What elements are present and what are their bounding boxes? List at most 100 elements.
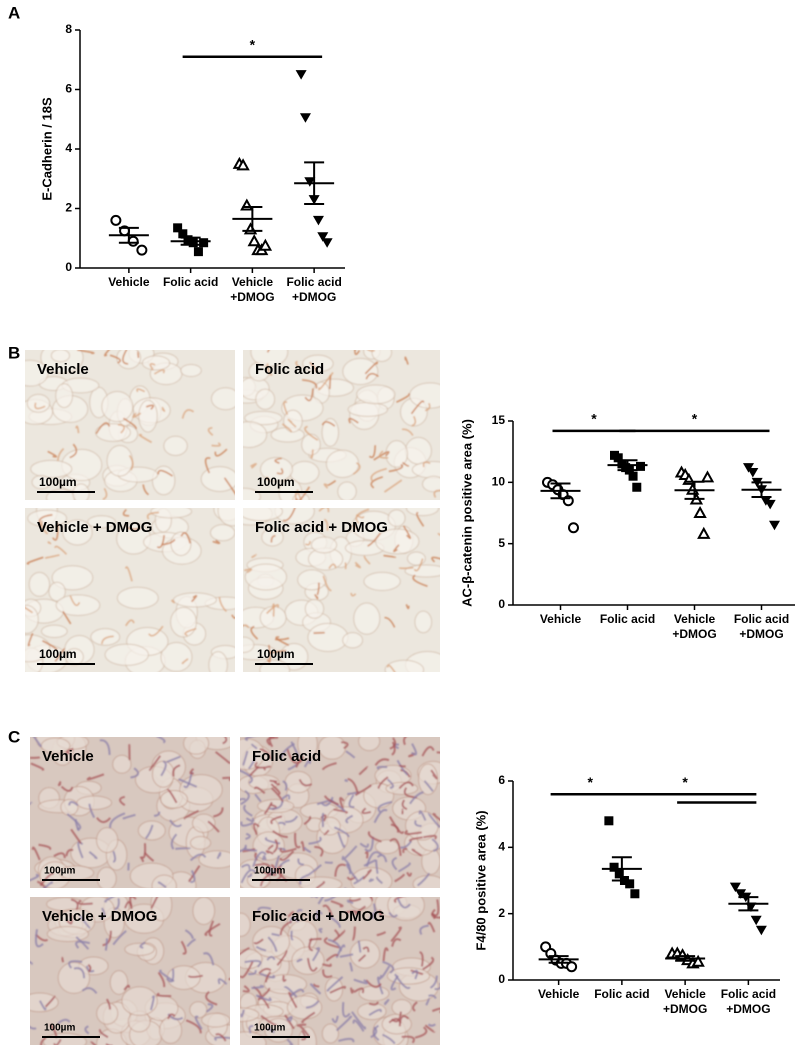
stain	[372, 1024, 380, 1042]
stain	[398, 781, 414, 790]
data-point	[755, 925, 767, 936]
tubule	[183, 737, 210, 755]
scale-label: 100µm	[44, 866, 75, 877]
texture	[240, 897, 440, 1045]
stain	[216, 851, 222, 860]
stain	[212, 539, 221, 545]
stain	[274, 457, 282, 464]
stain	[222, 776, 230, 782]
stain	[148, 755, 162, 771]
stain	[245, 817, 255, 823]
stain	[124, 566, 133, 582]
stain	[257, 906, 272, 913]
stain	[368, 878, 375, 883]
stain	[84, 1025, 90, 1035]
data-point	[183, 235, 193, 245]
x-tick-label: Folic acid +DMOG	[286, 275, 342, 304]
stain	[282, 508, 296, 522]
stain	[318, 372, 334, 391]
stain	[240, 961, 254, 979]
stain	[112, 850, 117, 863]
stain	[183, 771, 193, 789]
tubule	[210, 387, 235, 411]
x-tick-label: Vehicle	[537, 987, 580, 1001]
stain	[324, 897, 336, 902]
stain	[265, 476, 271, 481]
stain	[57, 1018, 71, 1025]
tubule	[384, 659, 425, 672]
stain	[419, 951, 424, 967]
stain	[315, 881, 326, 888]
stain	[412, 574, 428, 588]
stain	[423, 780, 434, 792]
stain	[413, 558, 424, 572]
tubule	[404, 436, 432, 465]
stain	[321, 963, 332, 967]
stain	[204, 457, 211, 474]
stain	[102, 930, 112, 947]
stain	[301, 1011, 316, 1024]
stain	[306, 957, 318, 972]
stain	[404, 829, 422, 835]
stain	[40, 1037, 47, 1045]
stain	[354, 561, 362, 569]
stain	[411, 415, 417, 427]
stain	[390, 823, 400, 833]
y-tick-label: 0	[498, 972, 505, 986]
tubule	[307, 622, 349, 652]
stain	[274, 637, 290, 641]
micrograph: Vehicle 100µm	[30, 737, 230, 888]
stain	[345, 814, 354, 824]
stain	[305, 1000, 320, 1009]
stain	[267, 1027, 276, 1034]
x-tick-label: Vehicle +DMOG	[230, 275, 275, 304]
stain	[101, 635, 114, 645]
data-point	[566, 961, 578, 973]
stain	[269, 737, 275, 739]
stain	[69, 595, 81, 607]
stain	[240, 797, 246, 801]
stain	[436, 751, 440, 754]
tubule	[297, 569, 327, 591]
stain	[276, 949, 288, 966]
stain	[305, 540, 311, 546]
stain	[244, 737, 254, 742]
stain	[56, 448, 65, 461]
stain	[65, 848, 74, 857]
stain	[327, 914, 341, 929]
stain	[240, 863, 251, 870]
stain	[123, 984, 131, 991]
stain	[161, 406, 166, 412]
stain	[368, 1001, 379, 1006]
data-point	[295, 70, 307, 80]
stain	[145, 824, 154, 840]
stain	[358, 954, 367, 962]
tubule	[404, 564, 440, 578]
stain	[81, 987, 98, 994]
tubule	[42, 1032, 87, 1045]
stain	[384, 616, 396, 628]
stain	[402, 737, 407, 746]
y-tick-label: 10	[492, 475, 506, 489]
data-point	[568, 522, 579, 534]
stain	[160, 760, 167, 777]
tubule	[284, 770, 312, 794]
stain	[402, 525, 412, 540]
stain	[25, 606, 34, 614]
stain	[218, 597, 227, 613]
stain	[259, 748, 272, 760]
stain	[270, 864, 288, 882]
data-point	[691, 954, 705, 967]
stain	[304, 425, 319, 441]
stain	[352, 462, 361, 475]
stain	[431, 556, 440, 563]
stain	[109, 812, 126, 829]
stain	[170, 833, 178, 850]
data-point	[685, 482, 700, 495]
stain	[36, 880, 47, 888]
stain	[112, 930, 127, 946]
tubule	[60, 798, 79, 816]
stain	[250, 625, 259, 640]
stain	[376, 854, 388, 863]
stain	[271, 932, 280, 937]
